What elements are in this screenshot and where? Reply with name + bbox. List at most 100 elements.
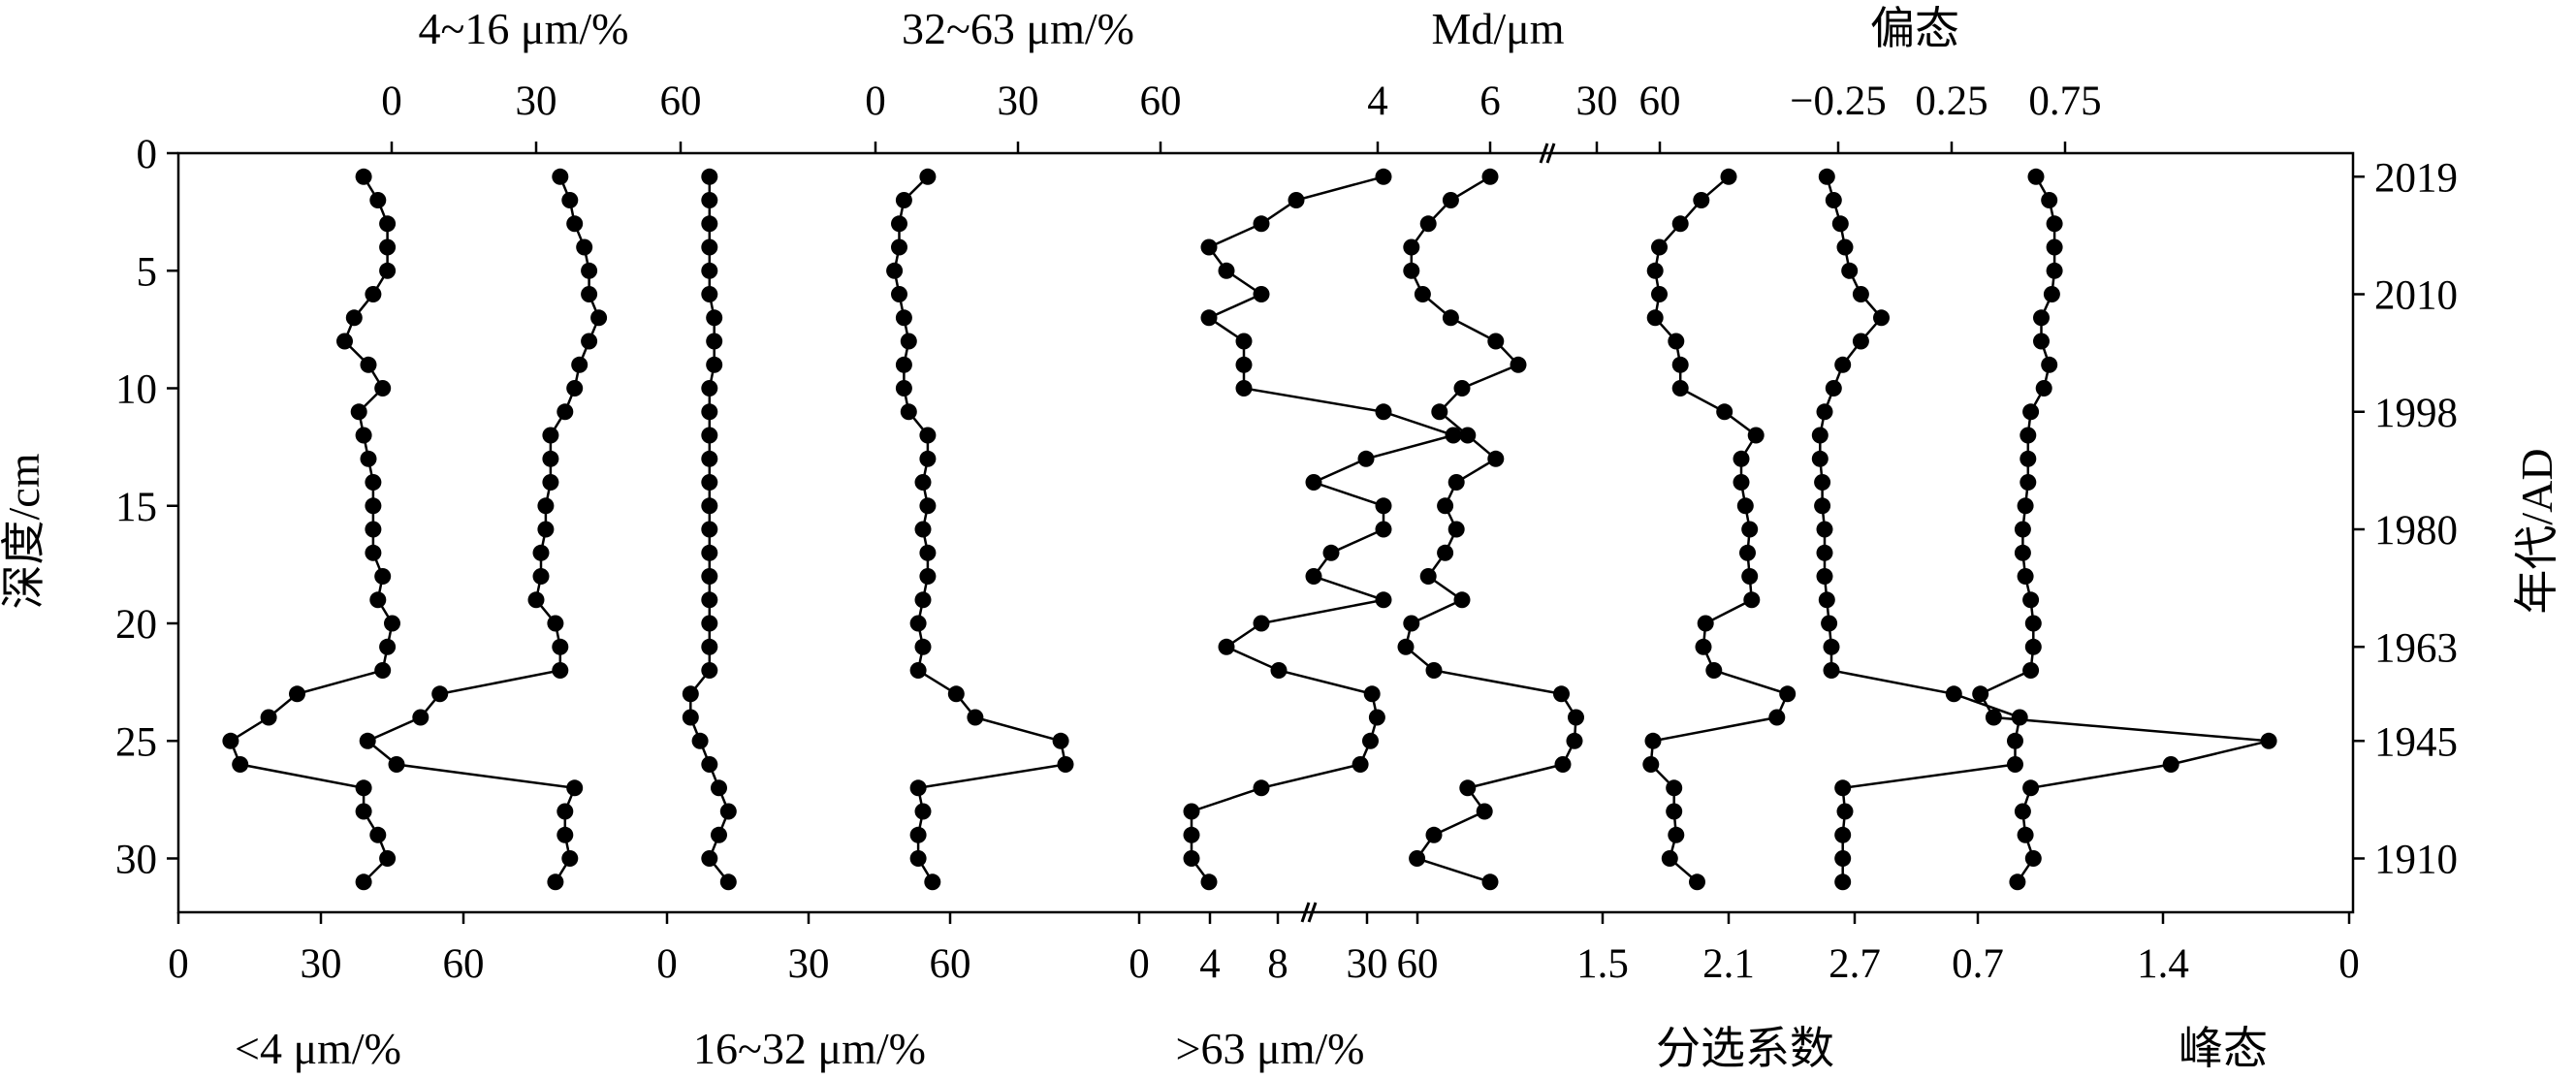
age-tick-label: 1963 [2374, 625, 2458, 671]
data-point [1253, 779, 1270, 797]
data-point [1823, 662, 1840, 679]
data-point [1705, 662, 1723, 679]
data-point [1768, 709, 1786, 726]
series-group [1397, 168, 1584, 891]
data-point [1945, 685, 1962, 703]
data-point [2024, 850, 2042, 867]
bottom-tick-label: 8 [1267, 941, 1288, 987]
data-point [1668, 333, 1685, 350]
series-line [365, 175, 600, 883]
data-point [1403, 238, 1420, 256]
data-point [2041, 356, 2058, 373]
data-point [2046, 215, 2063, 233]
bottom-tick-label: 1.5 [1576, 941, 1629, 987]
data-point [919, 450, 937, 467]
data-point [1375, 591, 1392, 609]
data-point [1200, 238, 1218, 256]
data-point [1834, 356, 1852, 373]
data-point [701, 544, 718, 561]
top-axis-break-mark [1539, 143, 1556, 164]
data-point [359, 732, 376, 749]
data-point [1553, 685, 1570, 703]
data-point [1362, 732, 1379, 749]
top-tick-label: 30 [516, 79, 557, 124]
data-point [561, 850, 579, 867]
data-point [355, 168, 372, 185]
data-point [1218, 262, 1235, 279]
data-point [2162, 756, 2179, 773]
data-point [2007, 732, 2023, 749]
series-title-32-63um: 32~63 μm/% [902, 4, 1134, 53]
bottom-tick-label: 30 [788, 941, 830, 987]
series-line [1404, 175, 1577, 883]
data-point [2024, 615, 2042, 632]
data-point [355, 779, 372, 797]
data-point [1305, 474, 1322, 491]
data-point [1437, 544, 1454, 561]
data-point [2017, 568, 2034, 585]
data-point [542, 450, 559, 467]
age-tick-label: 1998 [2374, 391, 2458, 436]
data-point [360, 450, 377, 467]
data-point [379, 215, 397, 233]
data-point [1816, 568, 1833, 585]
series-group [1183, 168, 1462, 891]
data-point [1834, 850, 1852, 867]
data-point [1568, 709, 1584, 726]
data-point [532, 544, 550, 561]
data-point [1425, 826, 1443, 843]
data-point [1836, 803, 1854, 820]
data-point [1459, 779, 1477, 797]
data-point [701, 380, 718, 397]
data-point [1487, 450, 1505, 467]
data-point [232, 756, 249, 773]
data-point [1235, 333, 1253, 350]
data-point [1811, 450, 1829, 467]
data-point [914, 803, 932, 820]
data-point [379, 638, 397, 655]
series-group [1642, 168, 1797, 891]
data-point [350, 403, 367, 421]
data-point [895, 356, 912, 373]
data-point [1447, 474, 1465, 491]
data-point [1425, 662, 1443, 679]
data-point [2035, 380, 2052, 397]
data-point [1644, 732, 1662, 749]
series-title-gt63um: >63 μm/% [1176, 1024, 1365, 1073]
data-point [701, 474, 718, 491]
data-point [412, 709, 429, 726]
data-point [914, 591, 932, 609]
data-point [1305, 568, 1322, 585]
depth-tick-label: 10 [115, 367, 157, 413]
data-point [1695, 638, 1712, 655]
series-group [222, 168, 400, 891]
data-point [1811, 427, 1829, 444]
data-point [1743, 591, 1761, 609]
data-point [547, 873, 564, 891]
top-tick-label: 0 [381, 79, 402, 124]
data-point [701, 756, 718, 773]
bottom-tick-label: 0 [1129, 941, 1150, 987]
data-point [1661, 850, 1678, 867]
data-point [947, 685, 965, 703]
data-point [355, 873, 372, 891]
data-point [701, 497, 718, 515]
data-point [1403, 262, 1420, 279]
data-point [355, 427, 372, 444]
series-title-lt4um: <4 μm/% [235, 1024, 401, 1073]
data-point [1235, 380, 1253, 397]
data-point [2022, 779, 2040, 797]
data-point [1431, 403, 1448, 421]
data-point [2014, 521, 2031, 538]
top-tick-label: 30 [1576, 79, 1618, 124]
data-point [2019, 450, 2037, 467]
data-point [1363, 685, 1381, 703]
data-point [919, 168, 937, 185]
data-point [1487, 333, 1505, 350]
data-point [2033, 333, 2050, 350]
data-point [557, 826, 574, 843]
data-point [701, 568, 718, 585]
data-point [2033, 309, 2050, 327]
data-point [711, 826, 727, 843]
